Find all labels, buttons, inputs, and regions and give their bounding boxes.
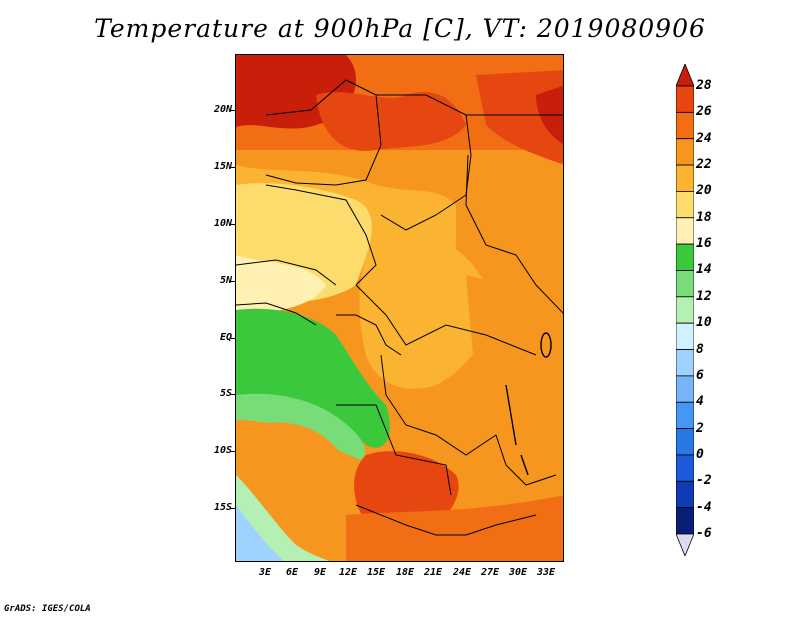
lat-label-10n: 10N: [213, 218, 232, 229]
colorbar-box: [676, 270, 694, 298]
green-zone-congo: [236, 308, 390, 448]
colorbar-label: 12: [696, 288, 712, 304]
colorbar-label: 4: [696, 394, 704, 410]
lon-label-21e: 21E: [423, 567, 443, 578]
map-title: Temperature at 900hPa [C], VT: 201908090…: [94, 14, 706, 43]
cool-zone-coast: [236, 255, 326, 314]
colorbar-box: [676, 480, 694, 509]
warm-zone-south: [346, 495, 563, 561]
lat-label-15n: 15N: [213, 161, 232, 172]
colorbar-label: 26: [696, 104, 712, 120]
ocean-cold-zone: [236, 505, 284, 561]
colorbar-label: -4: [696, 499, 712, 515]
lon-label-3e: 3E: [258, 567, 272, 578]
warm-zone-east: [466, 275, 563, 479]
colorbar-label: 14: [696, 262, 712, 278]
colorbar-box: [676, 349, 694, 377]
lat-label-eq: EQ: [219, 332, 232, 343]
lon-label-12e: 12E: [338, 567, 358, 578]
lat-tick: [231, 451, 235, 452]
colorbar-box: [676, 138, 694, 166]
temperature-map: [235, 54, 564, 562]
colorbar-label: -2: [696, 473, 712, 489]
lat-tick: [231, 224, 235, 225]
colorbar-top-arrow: [676, 64, 694, 87]
grads-credit: GrADS: IGES/COLA: [4, 604, 91, 614]
lon-label-6e: 6E: [285, 567, 299, 578]
colorbar-box: [676, 191, 694, 219]
colorbar-box: [676, 296, 694, 324]
colorbar-label: 16: [696, 236, 712, 252]
lon-label-15e: 15E: [366, 567, 386, 578]
colorbar: [676, 64, 694, 556]
colorbar-label: 24: [696, 130, 712, 146]
lat-tick: [231, 281, 235, 282]
colorbar-label: 2: [696, 420, 704, 436]
lon-label-9e: 9E: [313, 567, 327, 578]
colorbar-label: 6: [696, 367, 704, 383]
lakes: [505, 332, 552, 476]
colorbar-box: [676, 164, 694, 192]
warm-zone-angola-west: [256, 422, 348, 548]
colorbar-box: [676, 243, 694, 271]
lat-tick: [231, 394, 235, 395]
lon-label-33e: 33E: [536, 567, 556, 578]
colorbar-label: 20: [696, 183, 712, 199]
lat-tick: [231, 110, 235, 111]
lat-label-5n: 5N: [219, 275, 232, 286]
colorbar-box: [676, 217, 694, 245]
political-borders: [236, 79, 563, 536]
lat-label-20n: 20N: [213, 104, 232, 115]
lon-label-24e: 24E: [452, 567, 472, 578]
colorbar-box: [676, 111, 694, 140]
lat-label-15s: 15S: [213, 502, 232, 513]
colorbar-box: [676, 507, 694, 535]
colorbar-box: [676, 375, 694, 403]
colorbar-label: -6: [696, 526, 712, 541]
colorbar-box: [676, 454, 694, 482]
colorbar-box: [676, 428, 694, 456]
lat-label-5s: 5S: [219, 388, 232, 399]
lat-tick: [231, 338, 235, 339]
lat-tick: [231, 508, 235, 509]
lat-tick: [231, 167, 235, 168]
warm-zone-center: [359, 232, 489, 389]
lon-label-27e: 27E: [480, 567, 500, 578]
lon-label-30e: 30E: [508, 567, 528, 578]
colorbar-box: [676, 401, 694, 429]
colorbar-label: 8: [696, 341, 704, 357]
hot-core-northcentral: [316, 91, 466, 151]
colorbar-label: 10: [696, 315, 712, 331]
warm-zone-chad: [446, 155, 563, 265]
colorbar-box: [676, 85, 694, 113]
colorbar-box: [676, 322, 694, 350]
colorbar-label: 28: [696, 78, 712, 93]
colorbar-label: 18: [696, 209, 712, 225]
colorbar-label: 0: [696, 446, 704, 462]
colorbar-label: 22: [696, 157, 712, 173]
lon-label-18e: 18E: [395, 567, 415, 578]
colorbar-bottom-arrow: [676, 533, 694, 556]
lat-label-10s: 10S: [213, 445, 232, 456]
